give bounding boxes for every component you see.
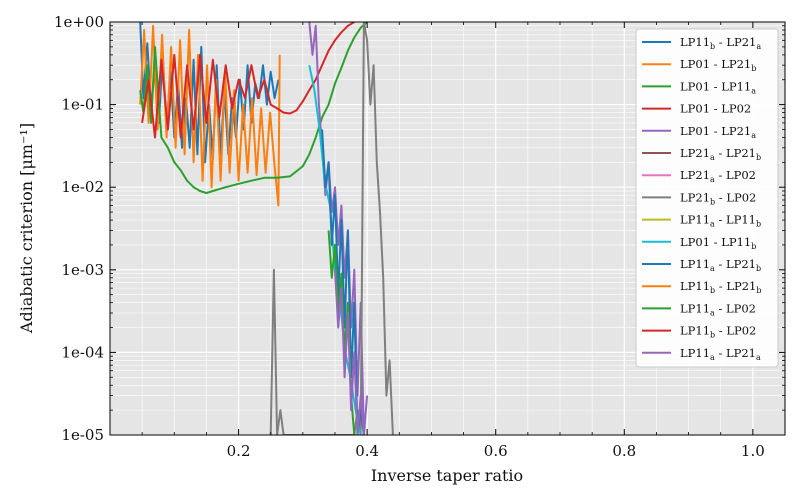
legend-entry: LP01 - LP21a xyxy=(680,124,756,140)
legend-entry: LP11b - LP21a xyxy=(680,35,761,51)
y-tick-label: 1e-03 xyxy=(61,261,104,279)
legend-entry: LP01 - LP21b xyxy=(680,57,756,73)
series-line-4 xyxy=(141,22,355,139)
legend-entry: LP01 - LP02 xyxy=(680,102,751,116)
legend-entry: LP11b - LP21b xyxy=(680,279,761,295)
y-axis-label: Adiabatic criterion [μm⁻¹] xyxy=(17,123,36,334)
legend-entry: LP11a - LP21a xyxy=(680,346,761,362)
legend-entry: LP11a - LP11b xyxy=(680,213,761,229)
legend-entry: LP21a - LP02 xyxy=(680,168,756,184)
legend-entry: LP21b - LP02 xyxy=(680,190,756,206)
y-tick-label: 1e-04 xyxy=(61,343,104,361)
x-tick-label: 1.0 xyxy=(741,442,765,460)
legend-entry: LP11a - LP21b xyxy=(680,257,761,273)
x-tick-label: 0.4 xyxy=(355,442,379,460)
ticks: 0.2 0.4 0.6 0.8 1.0 1e-05 1e-04 1e-03 1e-02 1e-01… xyxy=(54,13,785,460)
legend-entry: LP01 - LP11b xyxy=(680,235,756,251)
series-line-3 xyxy=(139,22,368,194)
y-tick-label: 1e-01 xyxy=(61,96,104,114)
legend: LP11b - LP21a LP01 - LP21b LP01 - LP11a LP0… xyxy=(635,28,779,368)
series-layer xyxy=(139,22,394,435)
plot-frame xyxy=(109,21,786,436)
x-tick-label: 0.8 xyxy=(612,442,636,460)
x-axis-label: Inverse taper ratio xyxy=(371,466,523,485)
series-line-2 xyxy=(139,24,281,207)
y-tick-label: 1e-02 xyxy=(61,178,104,196)
legend-entry: LP11b - LP02 xyxy=(680,324,756,340)
x-tick-label: 0.2 xyxy=(227,442,251,460)
legend-entry: LP01 - LP11a xyxy=(680,79,756,95)
y-tick-label: 1e+00 xyxy=(54,13,104,31)
series-line-15 xyxy=(334,269,365,435)
series-line-8 xyxy=(269,22,394,435)
legend-box xyxy=(635,28,779,368)
x-tick-label: 0.6 xyxy=(484,442,508,460)
y-tick-label: 1e-05 xyxy=(61,426,104,444)
legend-entry: LP21a - LP21b xyxy=(680,146,761,162)
legend-entry: LP11a - LP02 xyxy=(680,301,756,317)
